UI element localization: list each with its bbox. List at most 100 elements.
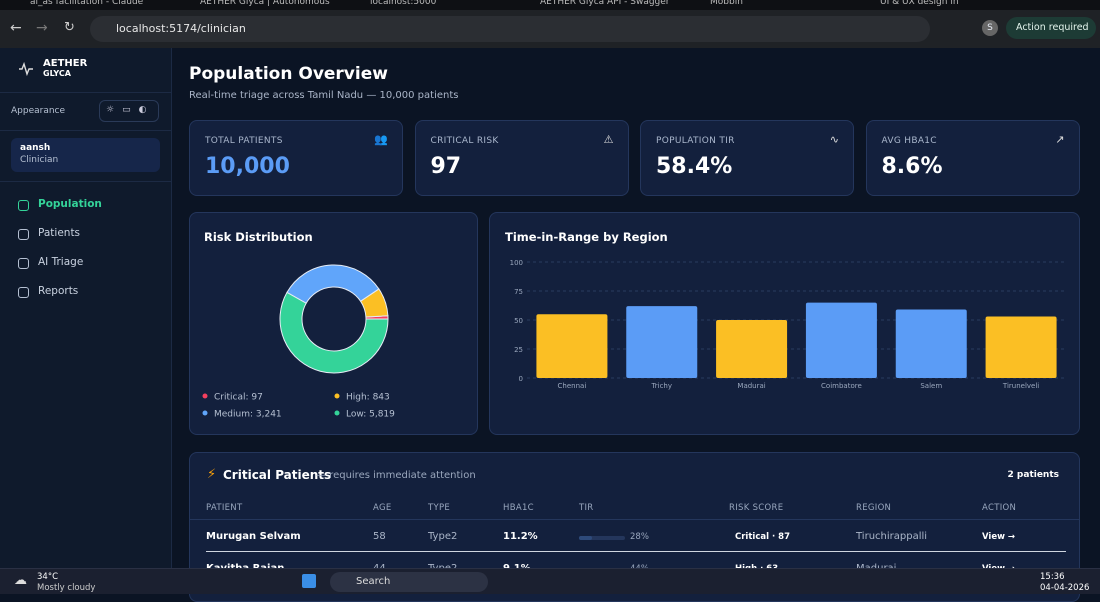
cell-risk: Critical · 87 bbox=[735, 532, 790, 542]
column-header: RISK SCORE bbox=[729, 503, 784, 513]
chart-title: Risk Distribution bbox=[204, 230, 313, 244]
browser-tab[interactable]: AETHER Glyca API - Swagger bbox=[540, 0, 670, 7]
column-header: TIR bbox=[579, 503, 594, 513]
y-tick-label: 25 bbox=[514, 346, 523, 354]
stat-card: POPULATION TIR ∿ 58.4% bbox=[640, 120, 854, 196]
brand-icon bbox=[19, 62, 33, 76]
browser-tab[interactable]: Mobbin bbox=[710, 0, 743, 7]
donut-slice bbox=[279, 291, 389, 374]
nav-icon bbox=[18, 229, 29, 240]
cell-name: Murugan Selvam bbox=[206, 531, 301, 542]
stat-value: 97 bbox=[430, 154, 462, 179]
risk-card: Risk Distribution bbox=[189, 212, 478, 435]
y-tick-label: 50 bbox=[514, 317, 523, 325]
appearance-label: Appearance bbox=[11, 106, 66, 116]
stat-icon: ⚠ bbox=[603, 133, 614, 146]
legend-label: Critical: 97 bbox=[214, 393, 263, 403]
y-tick-label: 75 bbox=[514, 288, 523, 296]
x-tick-label: Trichy bbox=[651, 382, 673, 390]
start-button[interactable] bbox=[302, 574, 316, 588]
profile-avatar[interactable]: S bbox=[982, 20, 998, 36]
tab-strip: ai_as facilitation - Claude AETHER Glyca … bbox=[0, 0, 1100, 10]
sidebar: AETHER GLYCA Appearance ☼▭◐ aansh Clinic… bbox=[0, 48, 172, 568]
browser-toolbar: ← → ↻ localhost:5174/clinician S Action … bbox=[0, 10, 1100, 48]
temperature: 34°C bbox=[37, 572, 59, 582]
row-divider bbox=[206, 551, 1066, 552]
legend-dot bbox=[202, 410, 208, 416]
page-title: Population Overview bbox=[189, 64, 388, 84]
browser-tab[interactable]: localhost:5000 bbox=[370, 0, 437, 7]
nav-item[interactable]: Reports bbox=[38, 285, 79, 297]
nav-icon bbox=[18, 258, 29, 269]
x-tick-label: Coimbatore bbox=[821, 382, 862, 390]
x-tick-label: Tirunelveli bbox=[1002, 382, 1039, 390]
stat-icon: ∿ bbox=[829, 133, 839, 146]
legend-label: Medium: 3,241 bbox=[214, 410, 282, 420]
url-text: localhost:5174/clinician bbox=[116, 22, 246, 35]
brand-sub: GLYCA bbox=[43, 69, 71, 78]
column-header: REGION bbox=[856, 503, 892, 513]
y-tick-label: 0 bbox=[519, 375, 523, 383]
brand-name: AETHER bbox=[43, 58, 88, 69]
stat-label: CRITICAL RISK bbox=[430, 136, 499, 146]
stat-value: 8.6% bbox=[881, 154, 943, 179]
bar bbox=[895, 309, 967, 378]
section-title: Critical Patients bbox=[223, 468, 332, 482]
legend-label: High: 843 bbox=[346, 393, 390, 403]
cell-hba1c: 11.2% bbox=[503, 531, 538, 542]
x-tick-label: Chennai bbox=[558, 382, 587, 390]
bar bbox=[716, 320, 788, 378]
tir-bar bbox=[579, 536, 592, 540]
back-button[interactable]: ← bbox=[10, 20, 22, 36]
donut-slice bbox=[286, 264, 380, 304]
stat-value: 10,000 bbox=[205, 154, 290, 179]
clock-date: 04-04-2026 bbox=[1040, 583, 1090, 593]
y-tick-label: 100 bbox=[510, 259, 523, 267]
browser-tab[interactable]: UI & UX design in bbox=[880, 0, 959, 7]
weather-text: Mostly cloudy bbox=[37, 583, 96, 593]
stat-card: AVG HBA1C ↗ 8.6% bbox=[865, 120, 1080, 196]
forward-button[interactable]: → bbox=[36, 20, 48, 36]
bar bbox=[626, 306, 698, 378]
column-header: PATIENT bbox=[206, 503, 243, 513]
nav-item[interactable]: AI Triage bbox=[38, 256, 84, 268]
legend-dot bbox=[202, 393, 208, 399]
nav-icon bbox=[18, 200, 29, 211]
x-tick-label: Madurai bbox=[737, 382, 765, 390]
address-bar[interactable]: localhost:5174/clinician bbox=[90, 16, 930, 42]
user-card: aansh Clinician bbox=[11, 138, 160, 172]
column-header: TYPE bbox=[428, 503, 451, 513]
stat-label: TOTAL PATIENTS bbox=[205, 136, 283, 146]
taskbar: ☁ 34°C Mostly cloudy Search 15:36 04-04-… bbox=[0, 568, 1100, 594]
cell-age: 58 bbox=[373, 531, 386, 542]
bar bbox=[985, 316, 1057, 378]
section-subtitle: — requires immediate attention bbox=[316, 470, 476, 481]
search-box[interactable]: Search bbox=[330, 572, 488, 592]
cell-region: Tiruchirappalli bbox=[856, 531, 928, 542]
stat-label: POPULATION TIR bbox=[656, 136, 735, 146]
stat-icon: 👥 bbox=[374, 133, 388, 146]
nav-icon bbox=[18, 287, 29, 298]
search-text: Search bbox=[356, 576, 391, 587]
legend-dot bbox=[334, 410, 340, 416]
clock-time: 15:36 bbox=[1040, 572, 1065, 582]
cell-action[interactable]: View → bbox=[982, 532, 1016, 542]
nav-item[interactable]: Population bbox=[38, 198, 102, 210]
browser-tab[interactable]: ai_as facilitation - Claude bbox=[30, 0, 144, 7]
stat-icon: ↗ bbox=[1055, 133, 1065, 146]
tir-track bbox=[579, 536, 625, 540]
flash-icon: ⚡ bbox=[207, 467, 217, 482]
user-name: aansh bbox=[20, 143, 51, 153]
action-required-button[interactable]: Action required bbox=[1006, 17, 1096, 39]
reload-button[interactable]: ↻ bbox=[64, 20, 75, 35]
user-role: Clinician bbox=[20, 155, 59, 165]
page-subtitle: Real-time triage across Tamil Nadu — 10,… bbox=[189, 90, 459, 101]
nav-item[interactable]: Patients bbox=[38, 227, 81, 239]
column-header: HBA1C bbox=[503, 503, 534, 513]
column-header: AGE bbox=[373, 503, 392, 513]
theme-toggle[interactable]: ☼▭◐ bbox=[99, 100, 159, 122]
browser-tab[interactable]: AETHER Glyca | Autonomous bbox=[200, 0, 330, 7]
x-tick-label: Salem bbox=[920, 382, 942, 390]
